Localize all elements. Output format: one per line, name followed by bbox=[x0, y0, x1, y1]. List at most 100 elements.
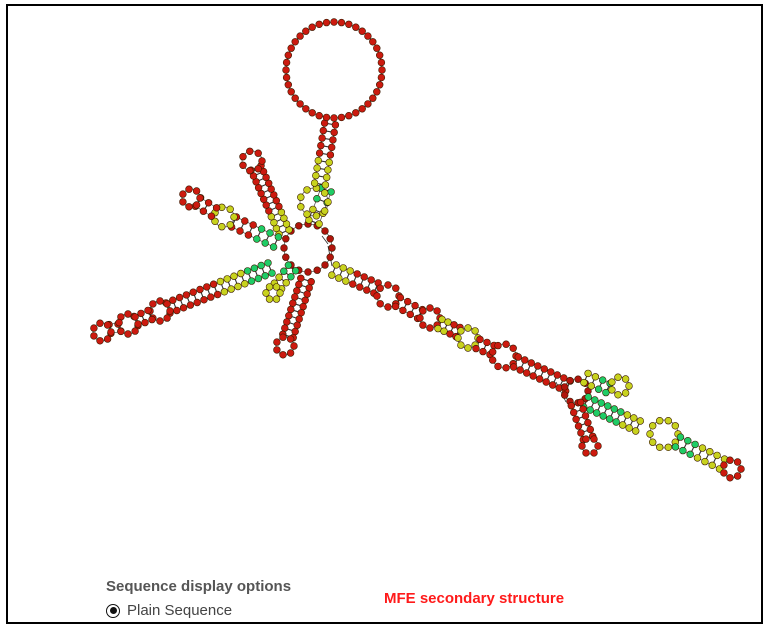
nucleotide bbox=[489, 348, 497, 356]
nucleotide bbox=[243, 267, 252, 275]
nucleotide bbox=[216, 277, 225, 286]
nucleotide bbox=[679, 446, 687, 455]
nucleotide bbox=[284, 261, 293, 269]
nucleotide bbox=[737, 465, 745, 473]
nucleotide bbox=[502, 340, 510, 348]
nucleotide bbox=[310, 179, 319, 187]
nucleotide bbox=[264, 259, 272, 267]
nucleotide bbox=[209, 280, 218, 288]
nucleotide bbox=[124, 330, 132, 338]
nucleotide bbox=[396, 293, 405, 302]
nucleotide bbox=[713, 451, 721, 460]
nucleotide bbox=[655, 443, 664, 451]
nucleotide bbox=[574, 375, 582, 383]
nucleotide bbox=[196, 285, 204, 294]
nucleotide bbox=[303, 290, 311, 298]
nucleotide bbox=[330, 128, 338, 137]
nucleotides bbox=[90, 18, 745, 482]
nucleotide bbox=[733, 458, 742, 466]
nucleotide bbox=[352, 109, 360, 117]
nucleotide bbox=[284, 81, 292, 89]
nucleotide bbox=[131, 327, 139, 335]
nucleotide bbox=[291, 267, 300, 275]
nucleotide bbox=[134, 320, 142, 328]
nucleotide bbox=[289, 299, 297, 307]
nucleotide bbox=[664, 417, 672, 425]
nucleotide bbox=[378, 66, 386, 74]
nucleotide bbox=[472, 344, 480, 353]
nucleotide bbox=[576, 398, 585, 406]
nucleotide bbox=[572, 415, 580, 423]
nucleotide bbox=[239, 161, 247, 170]
nucleotide bbox=[323, 173, 331, 182]
nucleotide bbox=[279, 333, 287, 341]
nucleotide bbox=[339, 264, 347, 272]
nucleotide bbox=[358, 27, 366, 35]
nucleotide bbox=[419, 321, 427, 329]
nucleotide bbox=[364, 32, 372, 40]
nucleotide bbox=[312, 171, 320, 180]
nucleotide bbox=[283, 318, 291, 326]
nucleotide bbox=[282, 253, 290, 261]
nucleotide bbox=[324, 198, 332, 206]
nucleotide bbox=[212, 204, 221, 212]
nucleotide bbox=[337, 113, 346, 122]
nucleotide bbox=[227, 285, 235, 293]
nucleotide bbox=[411, 301, 419, 310]
nucleotide bbox=[655, 417, 664, 425]
nucleotide bbox=[440, 327, 448, 335]
plain-sequence-option[interactable]: Plain Sequence bbox=[106, 602, 232, 619]
nucleotide bbox=[297, 274, 305, 282]
nucleotide bbox=[416, 314, 424, 322]
nucleotide bbox=[494, 362, 502, 371]
nucleotide bbox=[282, 66, 290, 74]
nucleotide bbox=[566, 376, 574, 385]
nucleotide bbox=[246, 167, 254, 175]
nucleotide bbox=[598, 376, 607, 384]
nucleotide bbox=[614, 373, 622, 381]
nucleotide bbox=[560, 383, 569, 391]
nucleotide bbox=[590, 435, 598, 443]
nucleotide bbox=[186, 301, 195, 309]
nucleotide bbox=[287, 305, 295, 314]
nucleotide bbox=[163, 300, 171, 308]
nucleotide bbox=[733, 472, 742, 480]
nucleotide bbox=[297, 203, 305, 211]
nucleotide bbox=[326, 235, 334, 243]
nucleotide bbox=[163, 314, 171, 322]
nucleotide bbox=[173, 306, 181, 315]
nucleotide bbox=[308, 23, 316, 31]
nucleotide bbox=[293, 321, 301, 329]
nucleotide bbox=[521, 356, 529, 364]
nucleotide bbox=[192, 201, 201, 209]
nucleotide bbox=[241, 217, 249, 225]
nucleotide bbox=[548, 381, 557, 389]
nucleotide bbox=[262, 289, 270, 297]
nucleotide bbox=[280, 267, 288, 275]
nucleotide bbox=[540, 365, 548, 373]
nucleotide bbox=[305, 284, 313, 292]
nucleotide bbox=[376, 300, 384, 308]
nucleotide bbox=[304, 268, 312, 276]
nucleotide bbox=[275, 273, 283, 281]
nucleotide bbox=[574, 422, 583, 430]
nucleotide bbox=[599, 412, 607, 420]
plain-sequence-radio[interactable] bbox=[106, 603, 120, 618]
nucleotide bbox=[706, 448, 714, 456]
backbone-line bbox=[321, 235, 329, 245]
nucleotide bbox=[426, 304, 434, 312]
nucleotide bbox=[315, 20, 323, 28]
nucleotide bbox=[96, 319, 104, 327]
nucleotide bbox=[234, 282, 242, 291]
nucleotide bbox=[591, 396, 599, 404]
nucleotide bbox=[352, 23, 360, 31]
nucleotide bbox=[246, 147, 254, 156]
nucleotide bbox=[621, 389, 630, 397]
nucleotide bbox=[369, 94, 377, 102]
nucleotide bbox=[297, 193, 305, 201]
nucleotide bbox=[241, 280, 249, 288]
nucleotide bbox=[726, 456, 734, 464]
nucleotide bbox=[299, 302, 307, 311]
nucleotide bbox=[720, 469, 728, 477]
nucleotide bbox=[618, 421, 627, 429]
